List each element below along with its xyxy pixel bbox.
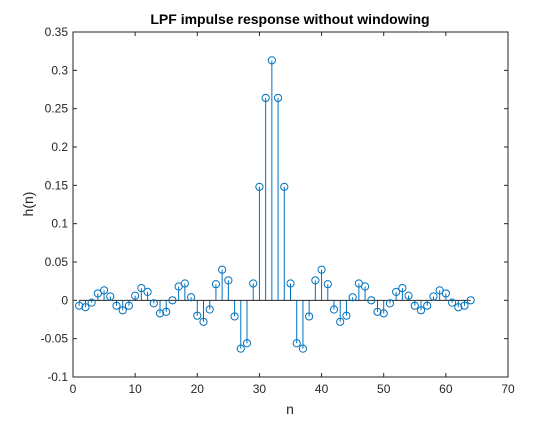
stem-marker	[423, 301, 432, 310]
markers-group	[75, 56, 475, 353]
x-tick-label: 0	[70, 382, 77, 396]
stem-marker	[81, 303, 90, 312]
stem-marker	[298, 344, 308, 353]
axes-box	[72, 31, 509, 378]
stem-marker	[454, 303, 463, 312]
stem-marker	[87, 298, 96, 307]
stem-marker	[143, 287, 152, 296]
stem-marker	[311, 276, 320, 285]
y-tick-label: 0.35	[45, 25, 69, 39]
stem-marker	[416, 306, 426, 315]
stem-marker	[242, 339, 252, 348]
stem-marker	[131, 291, 140, 300]
axes-background	[73, 32, 508, 377]
stem-marker	[385, 299, 395, 308]
stem-marker	[199, 317, 208, 326]
stem-marker	[466, 296, 475, 305]
chart-title: LPF impulse response without windowing	[150, 11, 429, 27]
x-tick-label: 70	[501, 382, 515, 396]
stem-marker	[323, 280, 332, 289]
y-tick-label: 0.25	[45, 102, 69, 116]
stem-marker	[429, 292, 438, 301]
stem-marker	[193, 311, 202, 320]
x-tick-label: 30	[253, 382, 267, 396]
stem-marker	[168, 296, 177, 305]
stem-marker	[336, 317, 345, 326]
x-axis-label: n	[286, 401, 294, 417]
stem-marker	[360, 282, 370, 291]
stem-marker	[305, 312, 314, 321]
y-tick-label: -0.1	[47, 370, 68, 384]
stem-marker	[379, 309, 388, 318]
stem-marker	[99, 286, 109, 295]
stem-marker	[230, 312, 239, 321]
stem-marker	[162, 307, 171, 316]
y-tick-label: 0	[61, 293, 68, 307]
stem-marker	[273, 93, 283, 103]
stem-marker	[373, 307, 382, 316]
stem-marker	[118, 306, 127, 315]
x-tick-label: 60	[439, 382, 453, 396]
y-tick-label: -0.05	[41, 332, 69, 346]
y-tick-label: 0.3	[51, 63, 68, 77]
stem-marker	[112, 301, 121, 310]
stem-marker	[124, 301, 134, 310]
stem-marker	[447, 298, 457, 307]
x-tick-label: 20	[191, 382, 205, 396]
stem-marker	[280, 182, 289, 191]
stem-marker	[149, 299, 158, 308]
stem-marker	[106, 292, 115, 301]
stem-marker	[329, 305, 339, 314]
stem-marker	[75, 301, 84, 310]
stem-marker	[286, 279, 295, 288]
stem-marker	[392, 287, 401, 296]
stem-marker	[441, 289, 450, 298]
stem-marker	[460, 301, 469, 310]
y-tick-label: 0.2	[51, 140, 68, 154]
stem-marker	[342, 311, 351, 320]
stem-marker	[292, 339, 301, 348]
y-axis-label: h(n)	[20, 192, 36, 217]
stem-marker	[410, 301, 419, 310]
stem-marker	[205, 305, 214, 314]
stem-marker	[236, 344, 245, 353]
stem-marker	[211, 280, 221, 289]
stem-marker	[155, 309, 165, 318]
y-tick-label: 0.1	[51, 217, 68, 231]
x-tick-label: 40	[315, 382, 329, 396]
stem-marker	[137, 283, 146, 293]
x-tick-label: 10	[128, 382, 142, 396]
stem-marker	[267, 56, 276, 65]
stem-marker	[255, 182, 264, 191]
stem-marker	[180, 279, 189, 288]
x-axis-ticks: 0 10 20 30 40 50 60 70	[70, 32, 515, 396]
stem-marker	[186, 293, 196, 302]
stem-marker	[404, 291, 413, 300]
stem-marker	[317, 265, 326, 274]
stem-marker	[224, 276, 233, 285]
stem-marker	[367, 296, 376, 305]
y-tick-label: 0.05	[45, 255, 69, 269]
x-tick-label: 50	[377, 382, 391, 396]
stem-marker	[249, 279, 258, 288]
stem-marker	[348, 293, 357, 302]
y-axis-ticks: -0.1 -0.05 0 0.05 0.1 0.15 0.2 0.25 0.3 0.35	[41, 25, 508, 384]
stem-marker	[261, 93, 270, 103]
stem-marker	[398, 283, 407, 293]
y-tick-label: 0.15	[45, 178, 69, 192]
stem-marker	[218, 265, 227, 274]
